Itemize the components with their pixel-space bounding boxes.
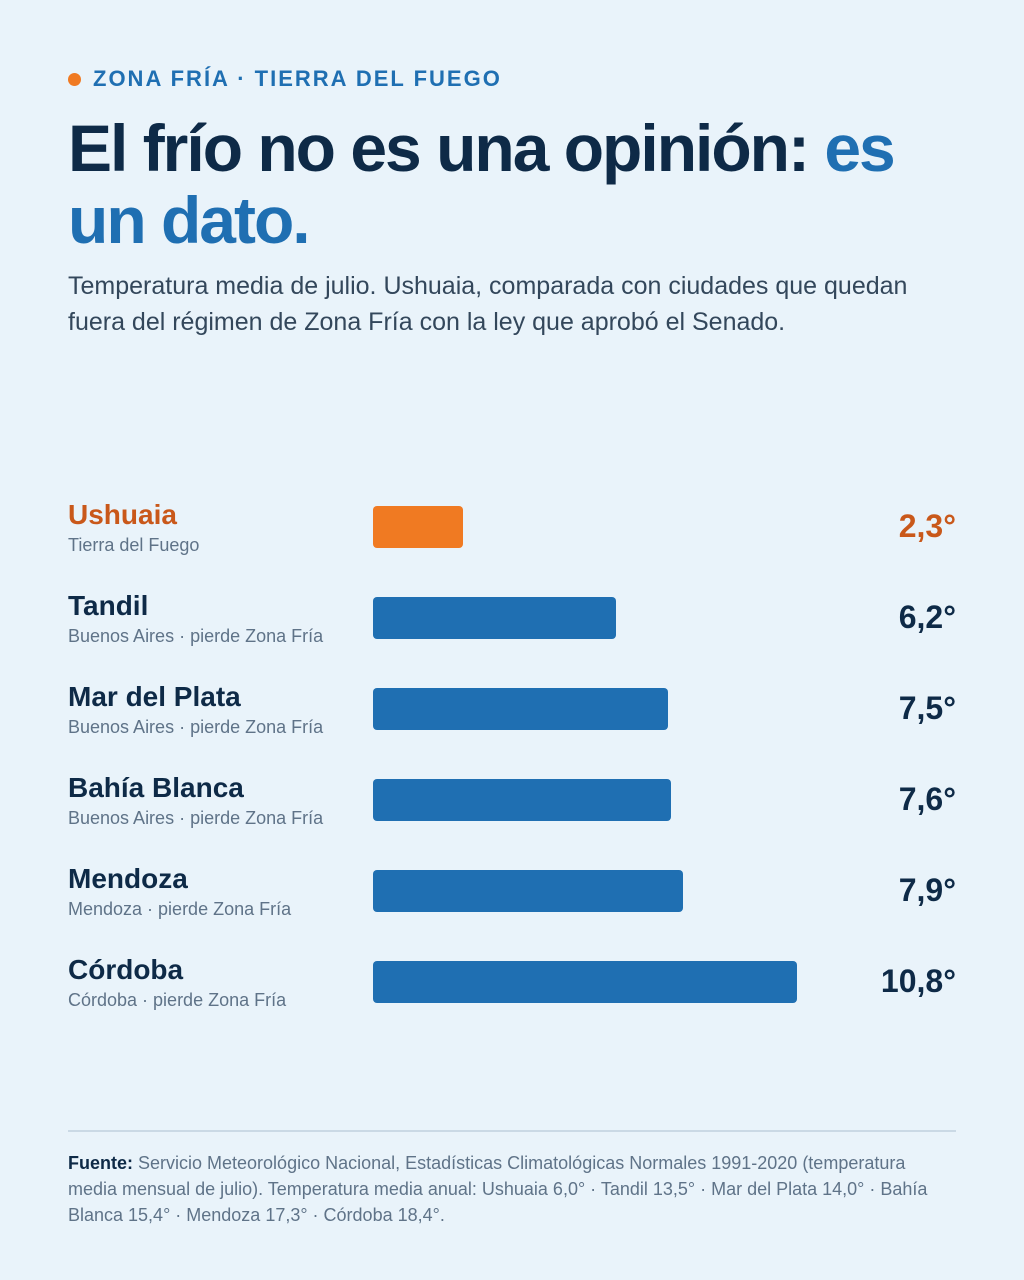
value-label: 7,6° [898, 781, 956, 817]
divider [68, 1130, 956, 1132]
headline-main: El frío no es una opinión: [68, 111, 825, 185]
category-label: Córdoba [68, 954, 184, 985]
chart-row: Bahía Blanca Buenos Aires · pierde Zona F… [0, 771, 1024, 861]
chart-row: Mendoza Mendoza · pierde Zona Fría 7,9° [0, 862, 1024, 952]
headline-accent: es un dato. [68, 111, 896, 257]
chart-row: Tandil Buenos Aires · pierde Zona Fría 6,2… [0, 589, 1024, 679]
source-label: Fuente: [68, 1153, 133, 1173]
kicker-text: ZONA FRÍA · TIERRA DEL FUEGO [93, 66, 502, 91]
kicker: ZONA FRÍA · TIERRA DEL FUEGO [68, 66, 502, 92]
subtitle: Temperatura media de julio. Ushuaia, com… [68, 272, 908, 336]
category-label: Mendoza [68, 863, 188, 894]
category-sublabel: Buenos Aires · pierde Zona Fría [68, 808, 324, 828]
bar [373, 779, 671, 821]
category-sublabel: Buenos Aires · pierde Zona Fría [68, 717, 324, 737]
value-label: 6,2° [898, 599, 956, 635]
chart-row: Córdoba Córdoba · pierde Zona Fría 10,8° [0, 953, 1024, 1043]
bar [373, 688, 668, 730]
category-label: Bahía Blanca [68, 772, 244, 803]
value-label: 2,3° [898, 508, 956, 544]
category-sublabel: Córdoba · pierde Zona Fría [68, 990, 287, 1010]
bar [373, 870, 683, 912]
category-sublabel: Tierra del Fuego [68, 535, 200, 555]
chart-row: Ushuaia Tierra del Fuego 2,3° [0, 498, 1024, 588]
chart-row: Mar del Plata Buenos Aires · pierde Zona … [0, 680, 1024, 770]
headline: El frío no es una opinión: es un dato. [68, 112, 968, 256]
category-label: Mar del Plata [68, 681, 241, 712]
source-note: Fuente: Servicio Meteorológico Nacional,… [68, 1150, 948, 1228]
source-text: Servicio Meteorológico Nacional, Estadís… [68, 1153, 928, 1225]
value-label: 7,5° [898, 690, 956, 726]
category-label: Tandil [68, 590, 149, 621]
value-label: 10,8° [880, 963, 956, 999]
bar [373, 597, 616, 639]
category-label: Ushuaia [68, 499, 177, 530]
bar [373, 506, 463, 548]
value-label: 7,9° [898, 872, 956, 908]
bar [373, 961, 797, 1003]
orange-dot-icon [68, 72, 81, 86]
category-sublabel: Buenos Aires · pierde Zona Fría [68, 626, 324, 646]
category-sublabel: Mendoza · pierde Zona Fría [68, 899, 292, 919]
